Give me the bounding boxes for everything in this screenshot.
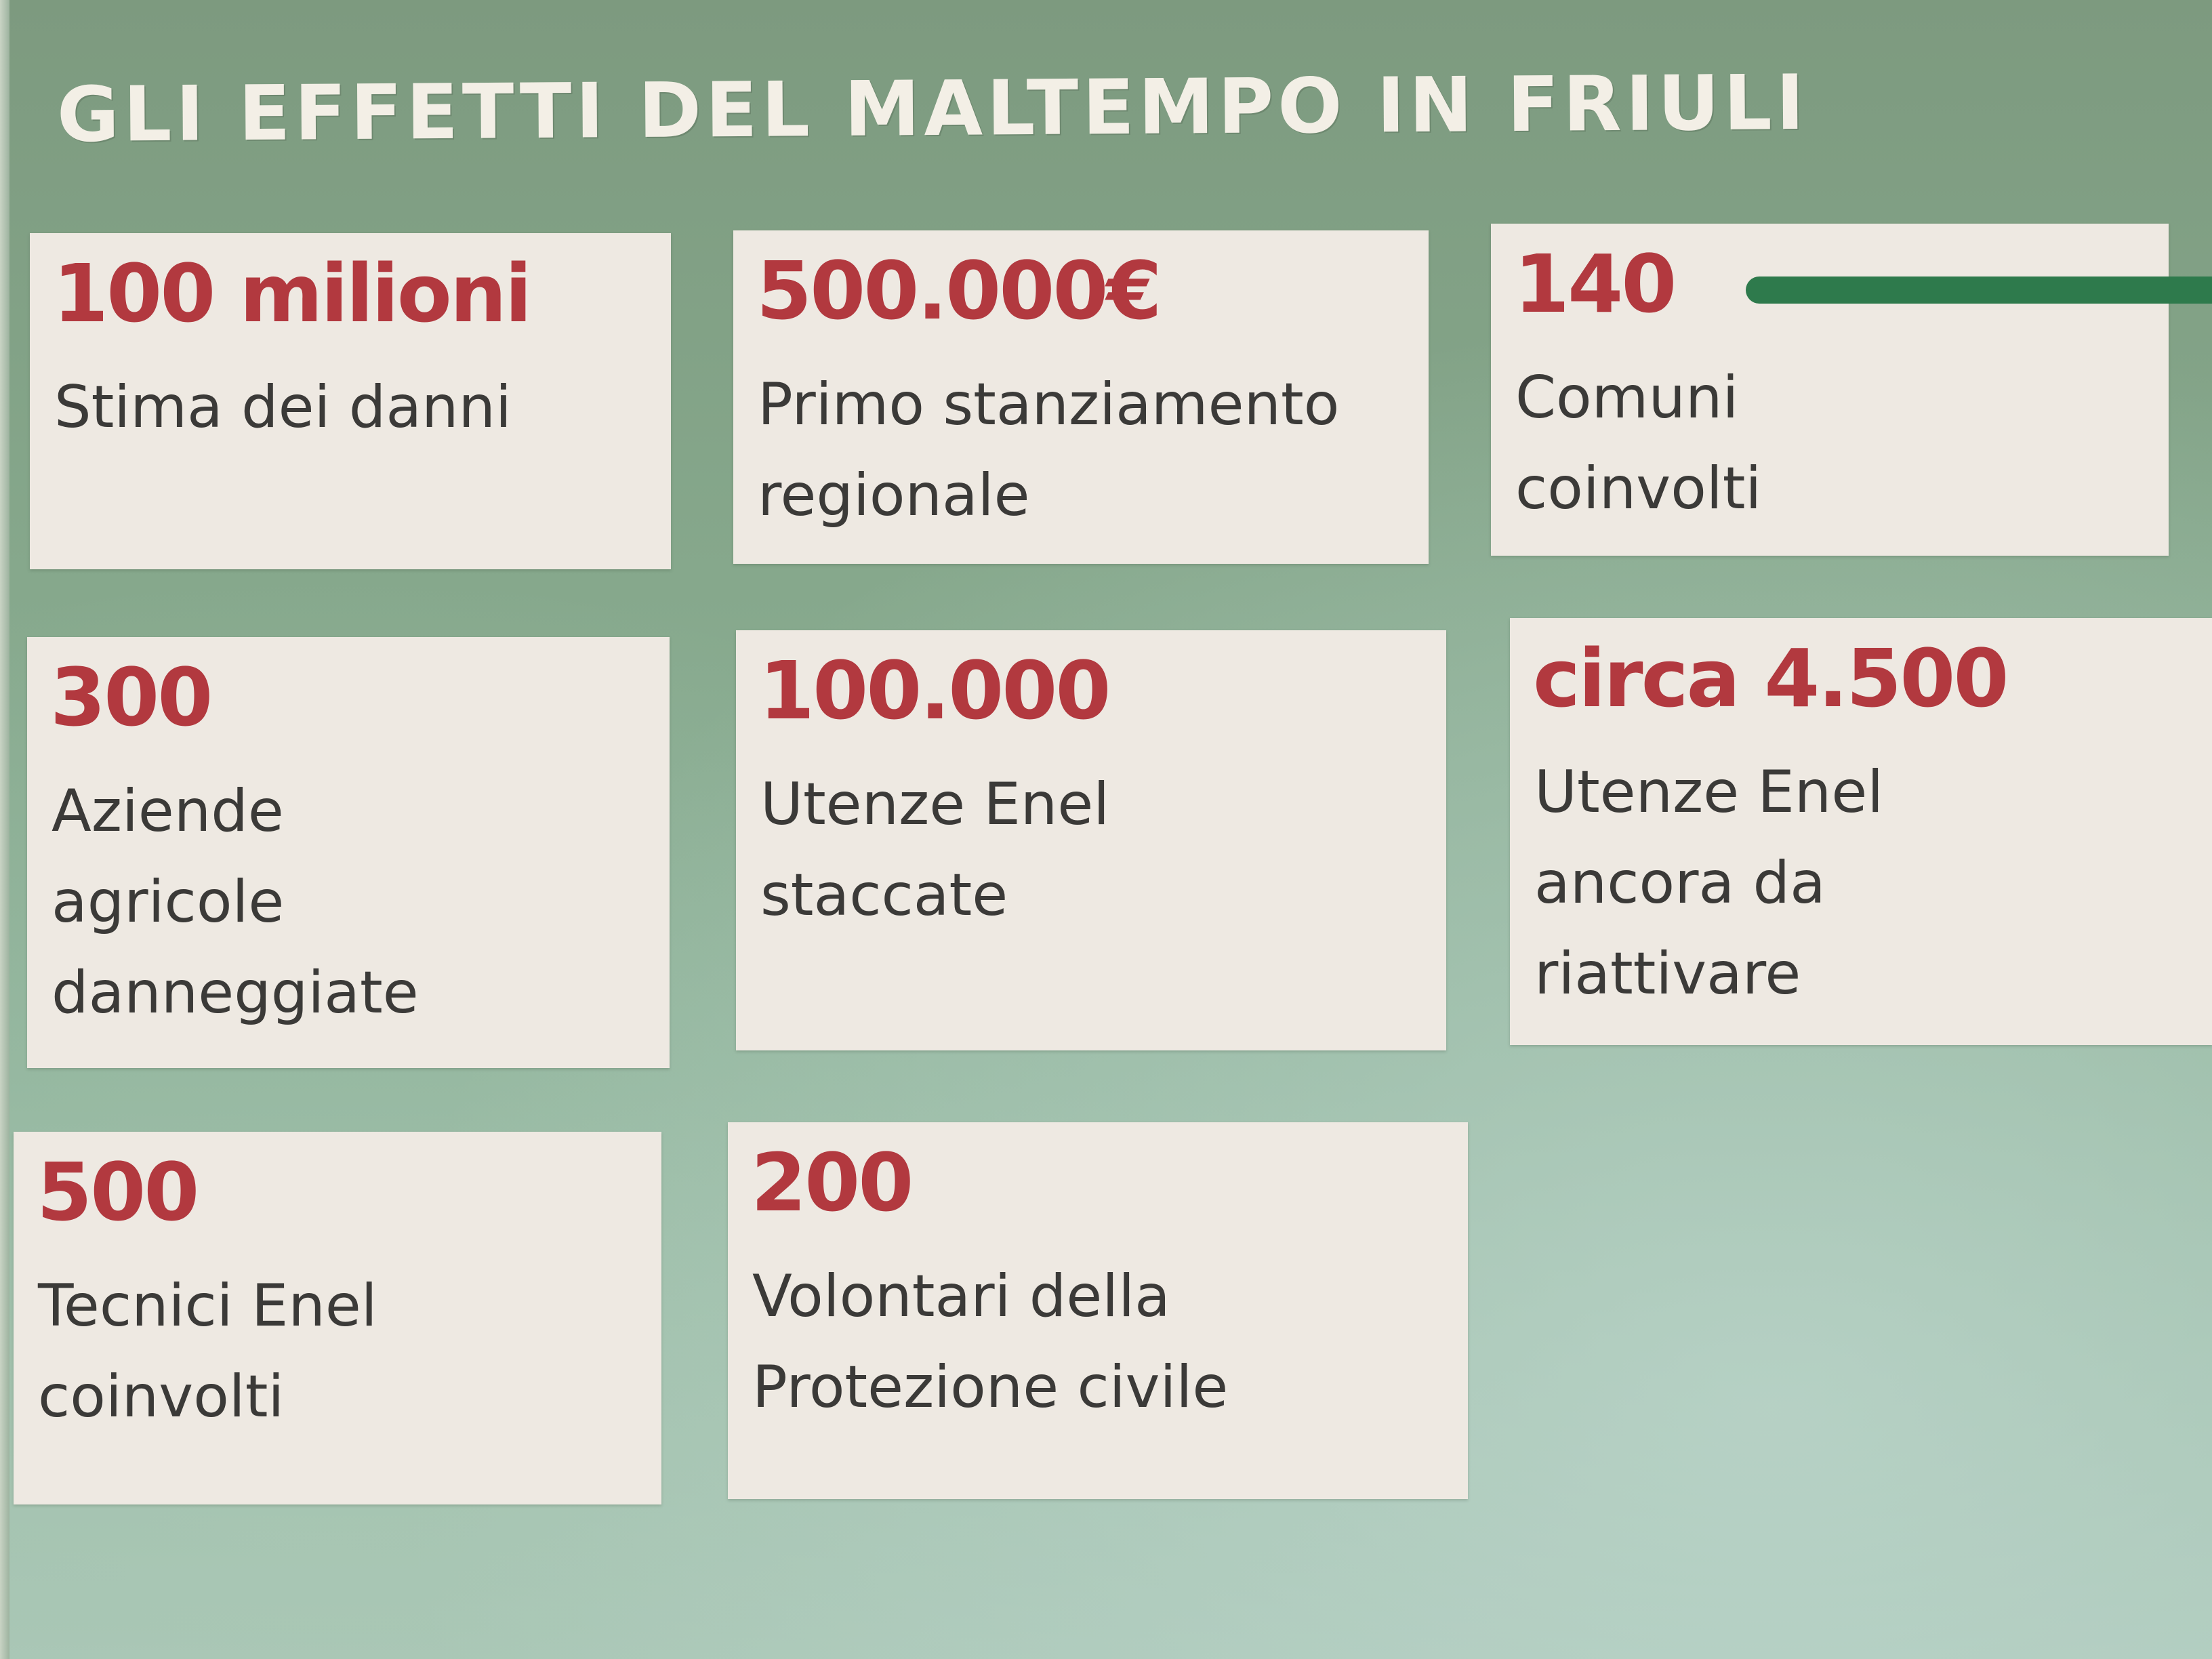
stat-card-regional-funding: 500.000€ Primo stanziamento regionale	[733, 230, 1429, 564]
stat-label: Volontari della Protezione civile	[752, 1263, 1229, 1421]
stat-value: 300	[50, 651, 213, 744]
stat-value: 500.000€	[756, 244, 1162, 337]
accent-rule	[1746, 276, 2212, 304]
stat-card-civil-protection-volunteers: 200 Volontari della Protezione civile	[728, 1122, 1468, 1499]
stat-label: Aziende agricole danneggiate	[52, 777, 419, 1027]
stat-label: Stima dei danni	[54, 373, 512, 441]
stat-card-farms-damaged: 300 Aziende agricole danneggiate	[27, 637, 670, 1068]
stat-value: circa 4.500	[1533, 632, 2009, 725]
stat-label: Utenze Enel staccate	[760, 771, 1110, 929]
headline: GLI EFFETTI DEL MALTEMPO IN FRIULI	[56, 58, 1809, 160]
stat-card-damage-estimate: 100 milioni Stima dei danni	[30, 233, 671, 569]
stat-value: 500	[37, 1145, 199, 1239]
stat-value: 100.000	[759, 644, 1111, 737]
stat-label: Utenze Enel ancora da riattivare	[1534, 758, 1884, 1008]
stat-label: Comuni coinvolti	[1515, 364, 1762, 523]
stat-card-enel-technicians: 500 Tecnici Enel coinvolti	[14, 1132, 661, 1504]
stat-card-enel-disconnected: 100.000 Utenze Enel staccate	[736, 630, 1446, 1050]
stat-card-enel-to-reactivate: circa 4.500 Utenze Enel ancora da riatti…	[1510, 618, 2212, 1045]
stat-value: 200	[751, 1136, 914, 1229]
page-edge	[0, 0, 9, 1659]
stat-card-municipalities: 140 Comuni coinvolti	[1491, 224, 2169, 556]
stat-value: 140	[1514, 237, 1677, 331]
stat-label: Tecnici Enel coinvolti	[38, 1272, 377, 1431]
stat-label: Primo stanziamento regionale	[758, 371, 1340, 529]
stat-value: 100 milioni	[53, 247, 532, 340]
